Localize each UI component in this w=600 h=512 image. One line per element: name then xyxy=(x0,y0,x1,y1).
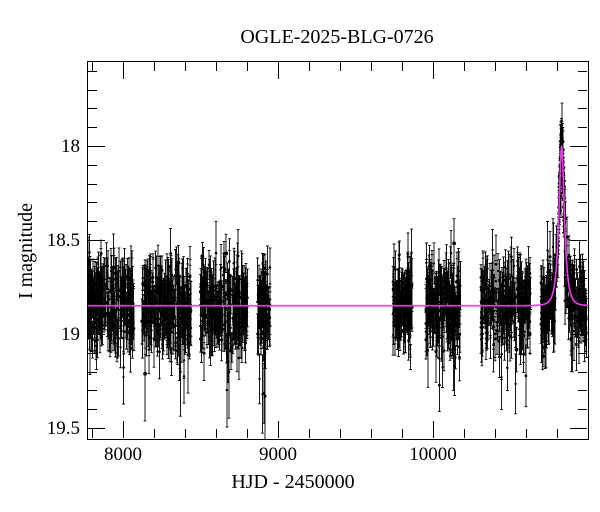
axis-ticks xyxy=(88,62,587,438)
data-markers xyxy=(87,127,588,398)
x-tick-label: 8000 xyxy=(104,444,142,465)
tick-marks xyxy=(88,62,587,438)
y-axis-label: I magnitude xyxy=(15,203,37,299)
y-tick-label: 18.5 xyxy=(47,230,80,251)
photometry-points xyxy=(87,102,588,439)
y-tick-label: 18 xyxy=(61,136,80,157)
model-curve xyxy=(87,144,588,307)
x-axis-label: HJD - 2450000 xyxy=(231,471,354,493)
x-tick-label: 9000 xyxy=(259,444,297,465)
plot-title: OGLE-2025-BLG-0726 xyxy=(240,26,433,48)
y-tick-label: 19 xyxy=(61,324,80,345)
plot-frame xyxy=(87,61,589,440)
x-tick-label: 10000 xyxy=(409,444,457,465)
tick-labels: 8000 9000 10000 18 18.5 19 19.5 xyxy=(47,136,457,465)
y-tick-label: 19.5 xyxy=(47,418,80,439)
